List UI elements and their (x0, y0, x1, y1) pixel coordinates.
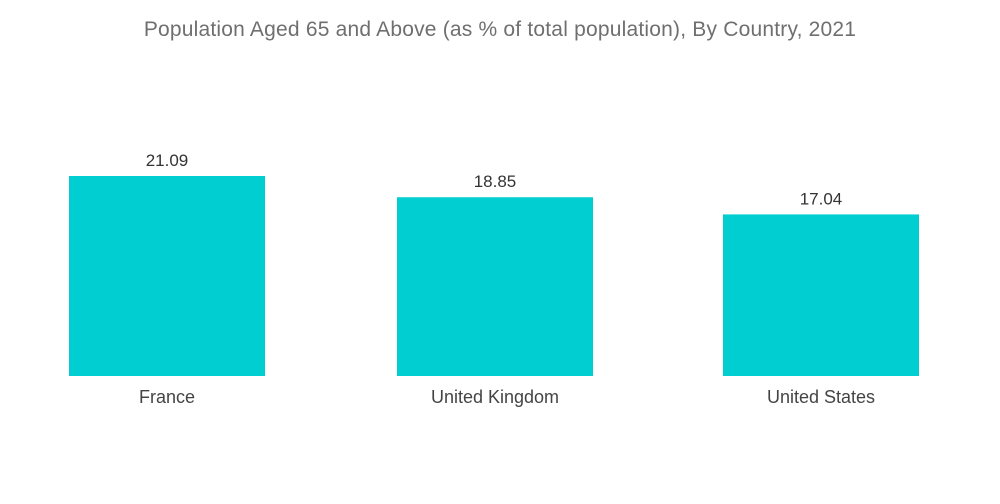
bar-united-kingdom (397, 197, 593, 376)
bar-france (69, 176, 265, 376)
value-label: 17.04 (800, 189, 843, 208)
category-label: United States (767, 387, 875, 407)
bar-united-states (723, 214, 919, 376)
chart-title: Population Aged 65 and Above (as % of to… (143, 18, 857, 41)
value-label: 21.09 (146, 151, 189, 170)
value-label: 18.85 (474, 172, 517, 191)
category-label: France (139, 387, 195, 407)
category-label: United Kingdom (431, 387, 559, 407)
